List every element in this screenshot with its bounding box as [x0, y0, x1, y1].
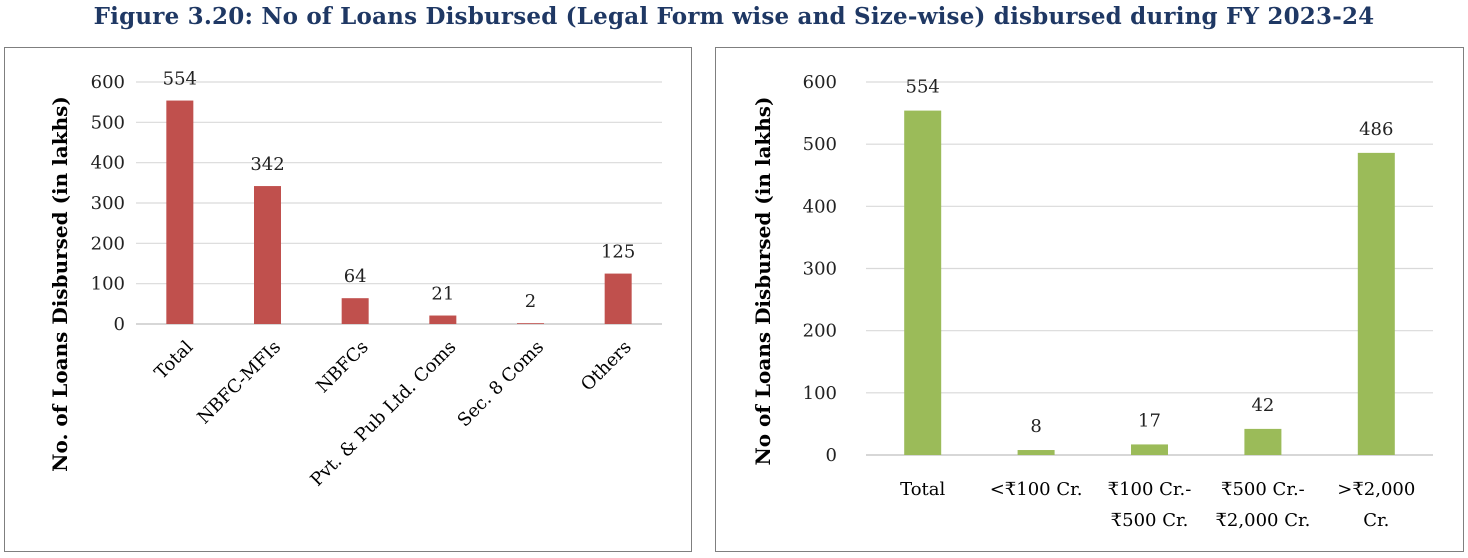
size-wise-category-label: ₹500 Cr.-₹2,000 Cr.	[1215, 479, 1310, 531]
y-tick-label: 500	[91, 112, 125, 133]
y-tick-label: 0	[826, 445, 837, 466]
y-tick-label: 300	[91, 193, 125, 214]
legal-form-category-label: NBFC-MFIs	[193, 337, 285, 429]
size-wise-data-label: 486	[1359, 119, 1393, 140]
size-wise-data-label: 554	[906, 77, 940, 98]
y-tick-label: 100	[803, 383, 837, 404]
legal-form-data-label: 64	[344, 266, 367, 287]
size-wise-bar	[1244, 428, 1282, 455]
y-tick-label: 400	[803, 196, 837, 217]
legal-form-bar	[604, 273, 632, 324]
y-tick-label: 0	[114, 314, 125, 335]
size-wise-category-label: <₹100 Cr.	[990, 479, 1083, 500]
y-tick-label: 200	[803, 321, 837, 342]
size-wise-bar	[1131, 444, 1168, 455]
y-tick-label: 600	[803, 72, 837, 93]
legal-form-data-label: 342	[250, 154, 284, 175]
legal-form-category-label: Sec. 8 Coms	[454, 337, 548, 431]
y-tick-label: 500	[803, 134, 837, 155]
y-tick-label: 100	[91, 274, 125, 295]
size-wise-bar	[904, 110, 942, 455]
legal-form-chart-panel: 0 100 200 300 400 500 600 No. of Loans Disburse…	[4, 47, 692, 552]
y-axis-label: No. of Loans Disbursed (in lakhs)	[48, 96, 72, 472]
legal-form-data-label: 21	[431, 284, 454, 305]
y-tick-label: 200	[91, 233, 125, 254]
legal-form-bar	[517, 323, 544, 324]
legal-form-category-label: Total	[151, 337, 198, 384]
size-wise-data-label: 17	[1138, 410, 1161, 431]
legal-form-bar	[166, 100, 194, 324]
y-tick-label: 600	[91, 72, 125, 93]
legal-form-bar	[429, 315, 457, 324]
legal-form-data-label: 125	[601, 242, 635, 263]
y-axis-label: No of Loans Disbursed (in lakhs)	[751, 96, 775, 465]
size-wise-bar	[1017, 450, 1055, 455]
size-wise-data-label: 8	[1030, 416, 1041, 437]
size-wise-category-label: >₹2,000 Cr.	[1337, 479, 1415, 531]
figure-title: Figure 3.20: No of Loans Disbursed (Lega…	[93, 3, 1375, 30]
legal-form-bar	[254, 186, 281, 324]
size-wise-category-label: ₹100 Cr.-₹500 Cr.	[1108, 479, 1192, 531]
y-tick-label: 400	[91, 153, 125, 174]
size-wise-data-label: 42	[1251, 395, 1274, 416]
legal-form-data-label: 554	[163, 69, 197, 90]
y-tick-label: 300	[803, 259, 837, 280]
legal-form-bar-chart: 0 100 200 300 400 500 600 No. of Loans Disburse…	[48, 69, 662, 491]
legal-form-category-label: NBFCs	[312, 337, 372, 397]
size-wise-chart-panel: 0 100 200 300 400 500 600 No of Loans Disbursed…	[715, 47, 1464, 552]
legal-form-data-label: 2	[525, 291, 536, 312]
size-wise-bar	[1357, 152, 1395, 455]
size-wise-bar-chart: 0 100 200 300 400 500 600 No of Loans Disbursed…	[751, 72, 1433, 531]
legal-form-bar	[341, 298, 369, 324]
legal-form-category-label: Pvt. & Pub Ltd. Coms	[306, 337, 460, 491]
size-wise-category-label: Total	[900, 479, 945, 500]
legal-form-category-label: Others	[577, 337, 636, 396]
